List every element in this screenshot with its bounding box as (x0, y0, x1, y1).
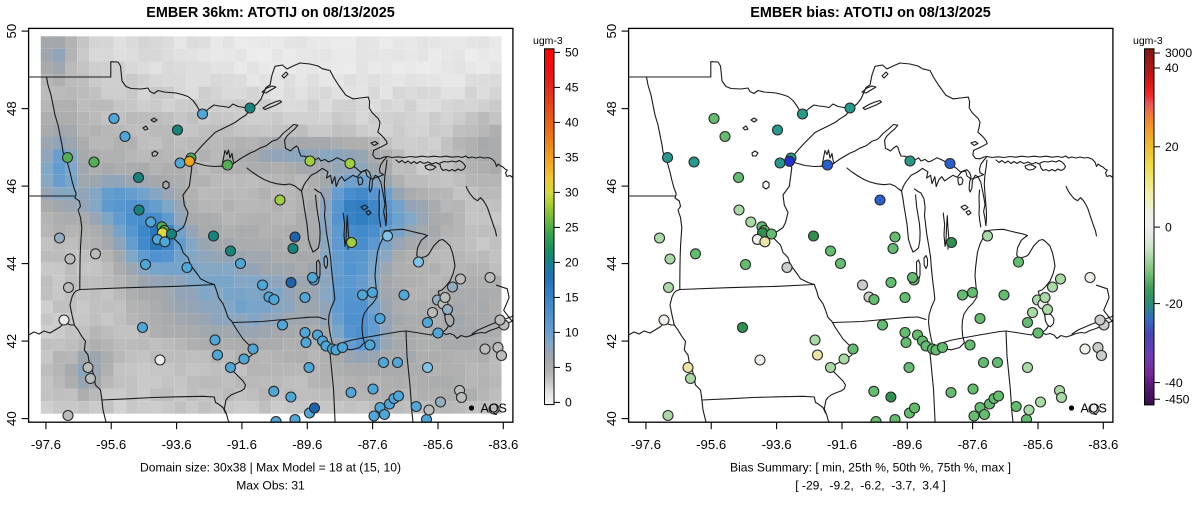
svg-text:-95.6: -95.6 (696, 437, 726, 452)
svg-text:44: 44 (604, 256, 619, 271)
svg-text:Domain size: 30x38 | Max Model: Domain size: 30x38 | Max Model = 18 at (… (140, 461, 401, 475)
svg-text:35: 35 (565, 151, 579, 165)
svg-text:Bias Summary: [ min, 25th %, 5: Bias Summary: [ min, 25th %, 50th %, 75t… (730, 461, 1011, 475)
svg-text:10: 10 (565, 326, 579, 340)
svg-text:3000: 3000 (1165, 46, 1192, 60)
svg-text:-91.6: -91.6 (227, 437, 257, 452)
svg-text:EMBER 36km: ATOTIJ on 08/13/20: EMBER 36km: ATOTIJ on 08/13/2025 (146, 5, 394, 21)
svg-text:0: 0 (565, 396, 572, 410)
svg-text:[ -29, -9.2, -6.2, -3.7, 3: [ -29, -9.2, -6.2, -3.7, 3.4 ] (795, 479, 946, 493)
svg-text:Max Obs: 31: Max Obs: 31 (236, 479, 305, 493)
svg-text:50: 50 (604, 24, 619, 39)
svg-text:ugm-3: ugm-3 (1133, 35, 1163, 47)
svg-text:AQS: AQS (1081, 402, 1107, 416)
svg-text:-93.6: -93.6 (762, 437, 792, 452)
svg-text:15: 15 (565, 291, 579, 305)
svg-text:-89.6: -89.6 (292, 437, 322, 452)
svg-text:40: 40 (1165, 61, 1179, 75)
svg-text:40: 40 (604, 411, 619, 426)
svg-text:-91.6: -91.6 (827, 437, 857, 452)
svg-text:-450: -450 (1165, 392, 1190, 406)
svg-text:46: 46 (604, 179, 619, 194)
svg-text:-93.6: -93.6 (162, 437, 192, 452)
svg-text:48: 48 (4, 101, 19, 116)
svg-text:-40: -40 (1165, 376, 1183, 390)
svg-text:AQS: AQS (481, 402, 507, 416)
svg-text:-89.6: -89.6 (892, 437, 922, 452)
svg-text:42: 42 (604, 334, 619, 349)
svg-text:45: 45 (565, 81, 579, 95)
svg-text:-83.6: -83.6 (1088, 437, 1118, 452)
svg-text:-20: -20 (1165, 297, 1183, 311)
svg-text:5: 5 (565, 361, 572, 375)
svg-text:25: 25 (565, 221, 579, 235)
svg-text:0: 0 (1165, 220, 1172, 234)
svg-text:20: 20 (565, 256, 579, 270)
svg-text:50: 50 (4, 24, 19, 39)
svg-text:-97.6: -97.6 (31, 437, 61, 452)
svg-text:44: 44 (4, 256, 19, 271)
svg-text:42: 42 (4, 334, 19, 349)
svg-text:ugm-3: ugm-3 (533, 35, 563, 47)
svg-text:-97.6: -97.6 (631, 437, 661, 452)
svg-text:-95.6: -95.6 (96, 437, 126, 452)
svg-text:-87.6: -87.6 (958, 437, 988, 452)
svg-text:30: 30 (565, 186, 579, 200)
svg-text:-83.6: -83.6 (488, 437, 518, 452)
svg-text:EMBER bias: ATOTIJ on 08/13/20: EMBER bias: ATOTIJ on 08/13/2025 (750, 5, 990, 21)
svg-text:-85.6: -85.6 (423, 437, 453, 452)
svg-text:40: 40 (4, 411, 19, 426)
svg-text:48: 48 (604, 101, 619, 116)
svg-text:-87.6: -87.6 (358, 437, 388, 452)
svg-text:-85.6: -85.6 (1023, 437, 1053, 452)
svg-text:40: 40 (565, 116, 579, 130)
svg-text:20: 20 (1165, 140, 1179, 154)
svg-text:46: 46 (4, 179, 19, 194)
svg-text:50: 50 (565, 46, 579, 60)
